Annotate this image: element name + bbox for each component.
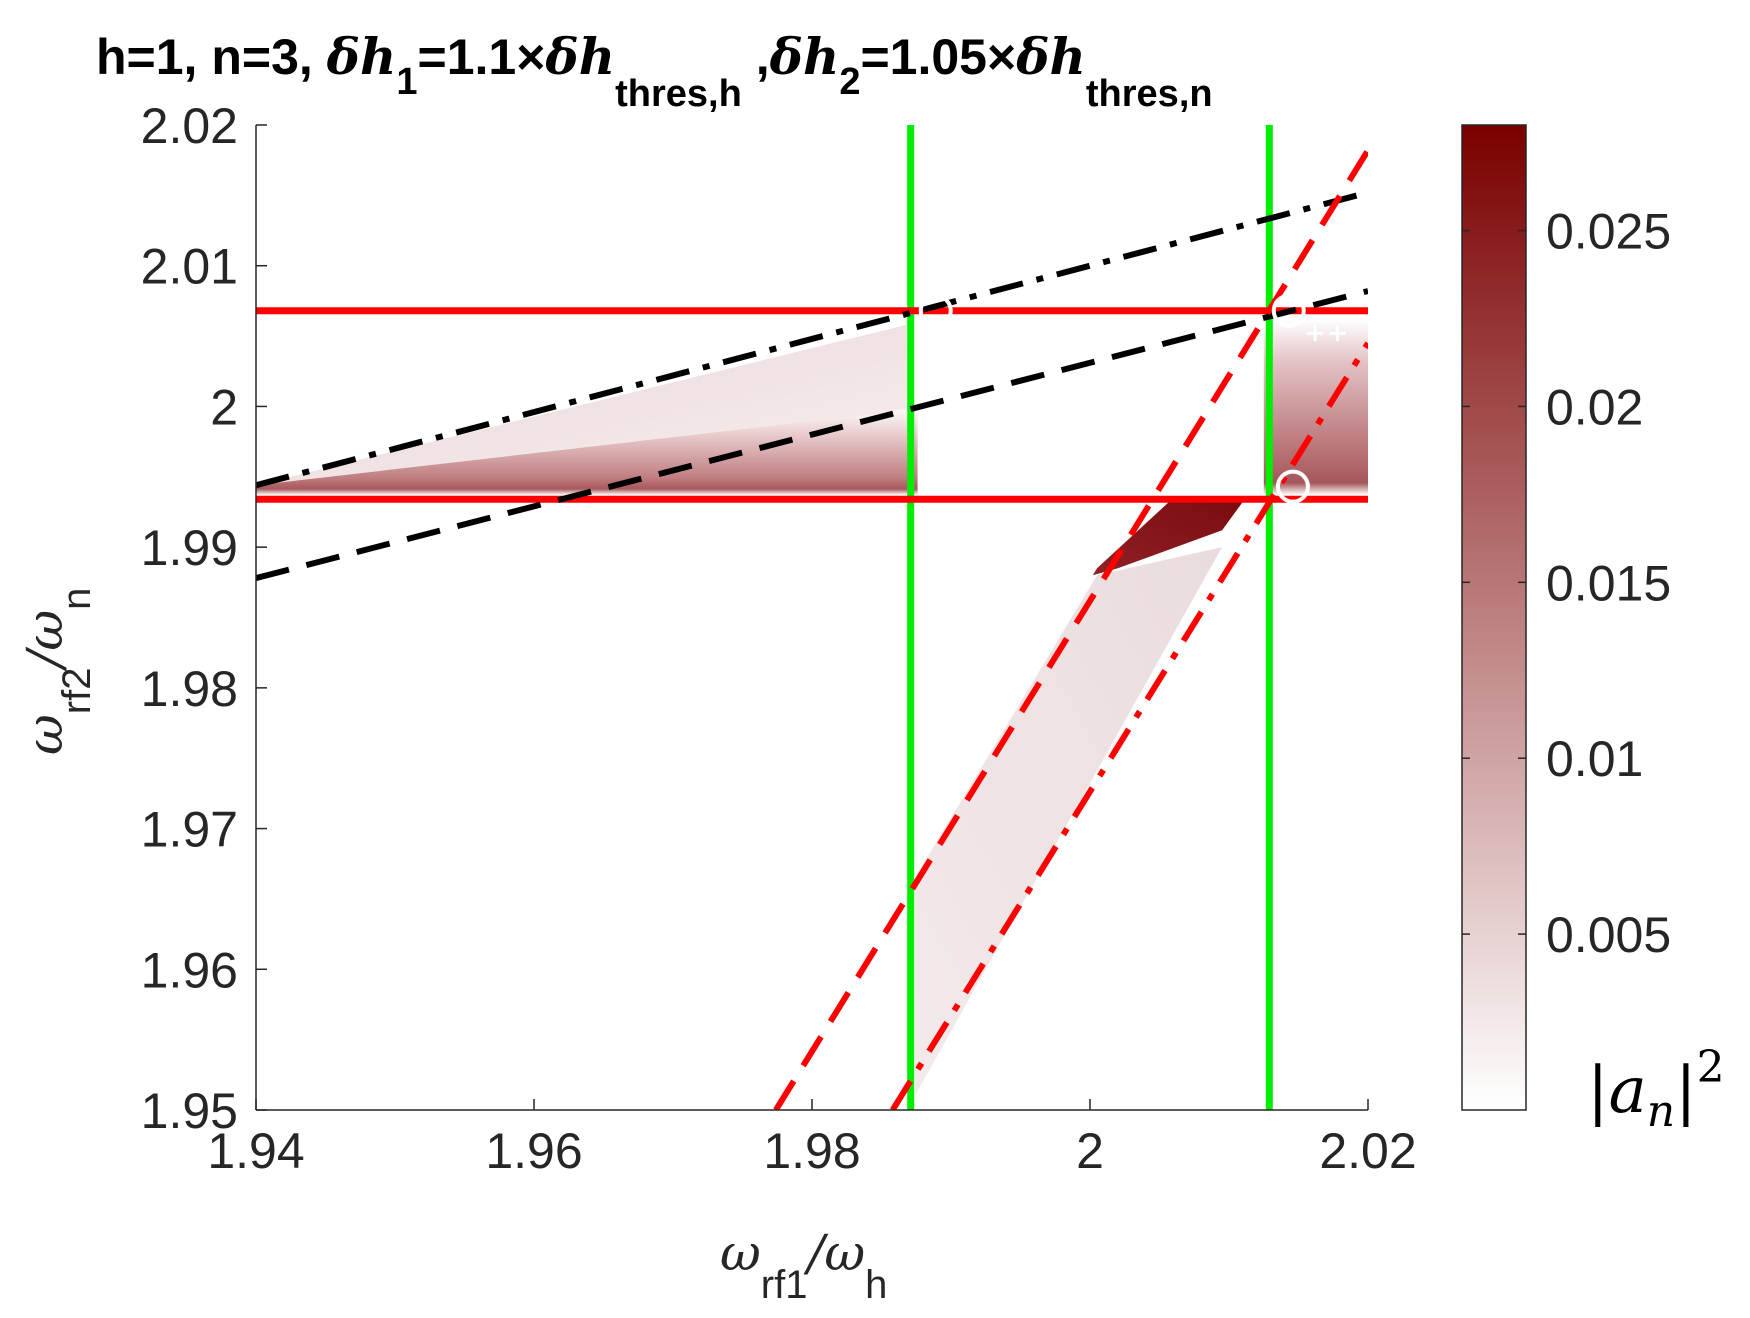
cb-label-sub: n [1647,1086,1675,1137]
overlay-markers [918,293,1346,504]
title-var-2: δh [769,27,840,86]
ylabel-main: ω [16,714,74,755]
y-tick-label: 2.01 [141,239,238,295]
x-tick-label: 2 [1076,1123,1104,1179]
line-red-dashdot [890,341,1368,1110]
marker-plus [1329,325,1346,342]
title-eq-2: =1.05× [860,29,1016,85]
x-tick-label: 1.98 [763,1123,860,1179]
y-tick-label: 1.95 [141,1083,238,1139]
region-band-left-lower [256,406,918,496]
xlabel-sub2: h [865,1263,887,1307]
title-rhs-var-1: δh [544,27,615,86]
marker-circle [918,293,953,328]
overlay-lines [256,125,1368,1110]
x-tick-label: 1.94 [207,1123,304,1179]
y-tick-label: 1.99 [141,520,238,576]
ylabel-sub2: n [55,588,99,610]
colorbar-tick-label: 0.02 [1546,379,1643,435]
colorbar-tick-label: 0.025 [1546,204,1671,260]
colorbar-tick-label: 0.005 [1546,907,1671,963]
title-prefix: h=1, n=3, [96,29,327,85]
line-black-dashdot [256,189,1368,489]
x-axis-label: ωrf1/ωh [720,1224,887,1307]
line-red-dashed [773,148,1368,1110]
marker-plus [1307,325,1324,342]
x-axis-ticks: 1.94 1.96 1.98 2 2.02 [207,1099,1417,1179]
cb-label-main: |a [1587,1054,1647,1128]
y-tick-label: 2.02 [141,98,238,154]
y-tick-label: 1.96 [141,942,238,998]
colorbar-tick-label: 0.01 [1546,731,1643,787]
region-right-dark-blob [1092,497,1246,576]
ylabel-sep: /ω [16,610,74,672]
y-tick-label: 1.98 [141,661,238,717]
title-rhs-sub-2: thres,n [1086,73,1213,115]
title-eq-1: =1.1× [418,29,546,85]
cb-label-sup: 2 [1697,1042,1725,1093]
xlabel-sub: rf1 [761,1263,808,1307]
x-tick-label: 2.02 [1319,1123,1416,1179]
chart-title: h=1, n=3, δh1=1.1×δhthres,h ,δh2=1.05×δh… [96,27,1213,115]
xlabel-sep: /ω [803,1224,865,1282]
x-tick-label: 1.96 [485,1123,582,1179]
title-lead-2: , [742,29,770,85]
title-rhs-sub-1: thres,h [615,73,742,115]
region-diagonal-light-streak [914,547,1223,1096]
y-axis-label: ωrf2/ωn [16,588,99,755]
colorbar-label: |an|2 [1587,1042,1725,1137]
colorbar-ticks: 0.005 0.01 0.015 0.02 0.025 [1462,204,1671,963]
title-rhs-var-2: δh [1015,27,1086,86]
colorbar [1461,124,1527,1111]
title-var-1: δh [326,27,397,86]
marker-circle [1275,469,1310,504]
region-band-right [1263,319,1368,496]
y-tick-label: 2 [210,379,238,435]
marker-circle [1271,293,1306,328]
line-black-dashed [256,288,1368,582]
ylabel-sub: rf2 [55,668,99,715]
title-sub-1: 1 [396,61,417,103]
y-axis-ticks: 1.95 1.96 1.97 1.98 1.99 2 2.01 2.02 [141,98,267,1139]
colorbar-tick-label: 0.015 [1546,555,1671,611]
title-sub-2: 2 [839,61,860,103]
xlabel-main: ω [720,1224,761,1282]
cb-label-tail: | [1675,1054,1697,1128]
y-tick-label: 1.97 [141,802,238,858]
